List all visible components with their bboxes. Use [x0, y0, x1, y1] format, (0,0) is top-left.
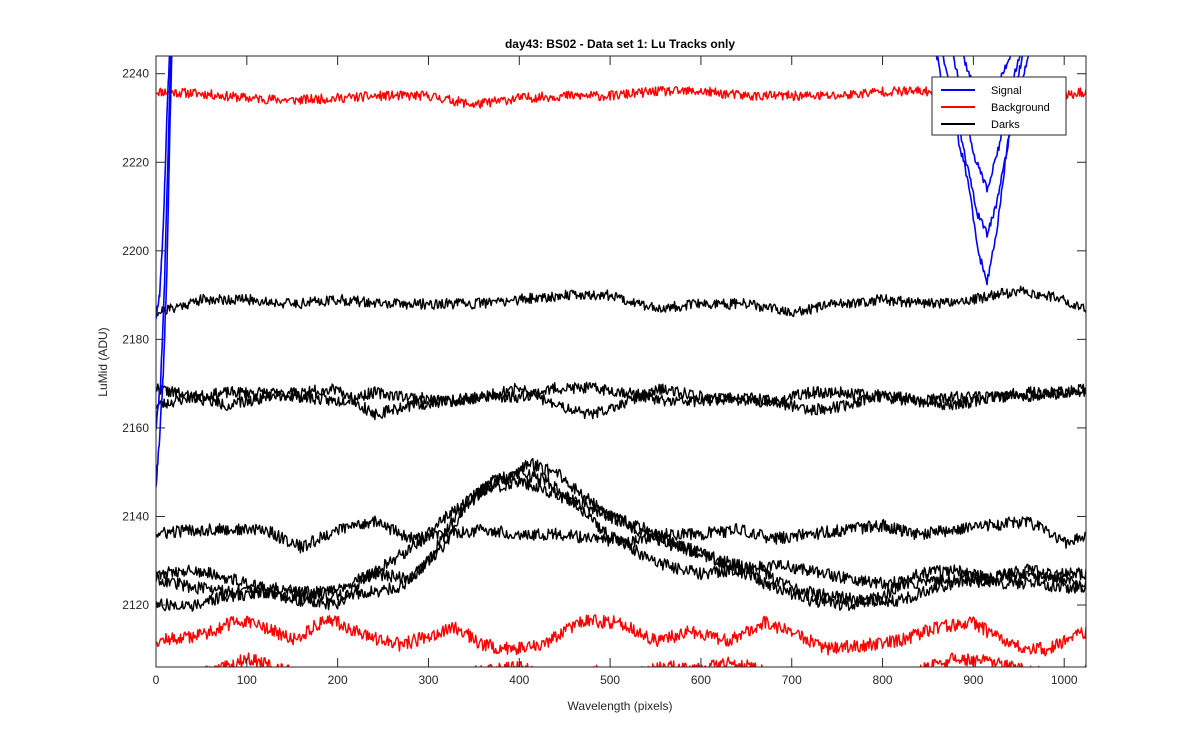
y-tick-label: 2240 [122, 67, 149, 81]
x-tick-label: 600 [691, 673, 711, 687]
y-tick-label: 2120 [122, 598, 149, 612]
series-line-background-1 [156, 85, 1086, 109]
x-axis-label: Wavelength (pixels) [568, 699, 673, 713]
y-tick-label: 2180 [122, 332, 149, 346]
series-line-dark-3 [156, 381, 1086, 410]
x-tick-label: 900 [963, 673, 983, 687]
series-layer [156, 56, 1086, 667]
x-tick-label: 100 [237, 673, 257, 687]
chart-title: day43: BS02 - Data set 1: Lu Tracks only [505, 37, 735, 51]
series-line-background-2 [156, 614, 1086, 657]
y-axis-label: LuMid (ADU) [96, 327, 110, 396]
x-tick-label: 400 [509, 673, 529, 687]
legend: Signal Background Darks [931, 76, 1067, 136]
y-tick-label: 2220 [122, 155, 149, 169]
x-tick-label: 700 [782, 673, 802, 687]
y-tick-label: 2200 [122, 244, 149, 258]
series-line-signal-3 [156, 56, 171, 320]
x-tick-label: 0 [153, 673, 160, 687]
axes-box [155, 55, 1087, 668]
x-tick-label: 500 [600, 673, 620, 687]
x-tick-label: 200 [328, 673, 348, 687]
series-line-dark-4 [156, 515, 1086, 554]
series-line-signal-1 [156, 56, 173, 488]
series-line-dark-6 [156, 457, 1086, 608]
y-tick-label: 2160 [122, 421, 149, 435]
y-tick-label: 2140 [122, 509, 149, 523]
x-tick-label: 300 [418, 673, 438, 687]
series-line-dark-1 [156, 285, 1086, 318]
x-tick-label: 800 [873, 673, 893, 687]
legend-darks-label: Darks [991, 119, 1020, 131]
plot-area [156, 56, 1086, 667]
series-line-signal-2 [156, 56, 172, 430]
legend-background-label: Background [991, 102, 1050, 114]
legend-signal-label: Signal [991, 85, 1022, 97]
x-tick-label: 1000 [1051, 673, 1078, 687]
series-line-dark-7 [156, 476, 1086, 612]
